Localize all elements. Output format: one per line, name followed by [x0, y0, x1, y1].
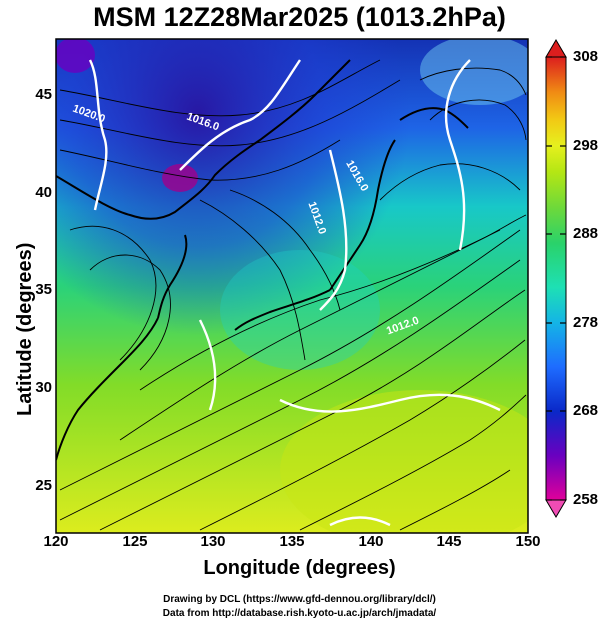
x-axis-label: Longitude (degrees) — [203, 557, 396, 579]
colorbar-tick-label: 298 — [573, 137, 599, 154]
x-tick-label: 150 — [515, 533, 541, 550]
y-tick-label: 25 — [35, 477, 52, 494]
x-tick-label: 135 — [279, 533, 305, 550]
x-tick-label: 130 — [200, 533, 226, 550]
colorbar-tick-label: 268 — [573, 402, 599, 419]
chart-title: MSM 12Z28Mar2025 (1013.2hPa) — [93, 2, 506, 32]
colorbar-tick-label: 278 — [573, 314, 599, 331]
colorbar-tick-label: 258 — [573, 491, 599, 508]
credit-drawing: Drawing by DCL (https://www.gfd-dennou.o… — [163, 594, 436, 605]
wind-streamlines — [59, 59, 527, 531]
y-tick-label: 30 — [35, 379, 52, 396]
x-tick-label: 140 — [358, 533, 384, 550]
colorbar-max-arrow — [545, 39, 567, 58]
plot-frame — [55, 38, 529, 534]
temperature-field — [56, 39, 528, 533]
coastlines — [56, 59, 469, 461]
colorbar — [545, 56, 567, 501]
x-tick-label: 125 — [122, 533, 148, 550]
x-tick-label: 120 — [43, 533, 69, 550]
credit-data: Data from http://database.rish.kyoto-u.a… — [162, 608, 437, 619]
colorbar-tick-label: 288 — [573, 225, 599, 242]
colorbar-min-arrow — [545, 499, 567, 518]
y-tick-label: 35 — [35, 281, 52, 298]
x-tick-label: 145 — [436, 533, 462, 550]
y-tick-label: 40 — [35, 184, 52, 201]
colorbar-tick-label: 308 — [573, 48, 599, 65]
y-tick-label: 45 — [35, 86, 52, 103]
y-axis-label: Latitude (degrees) — [14, 242, 36, 416]
pressure-contours — [88, 59, 501, 527]
colorbar-ticks — [546, 56, 566, 501]
